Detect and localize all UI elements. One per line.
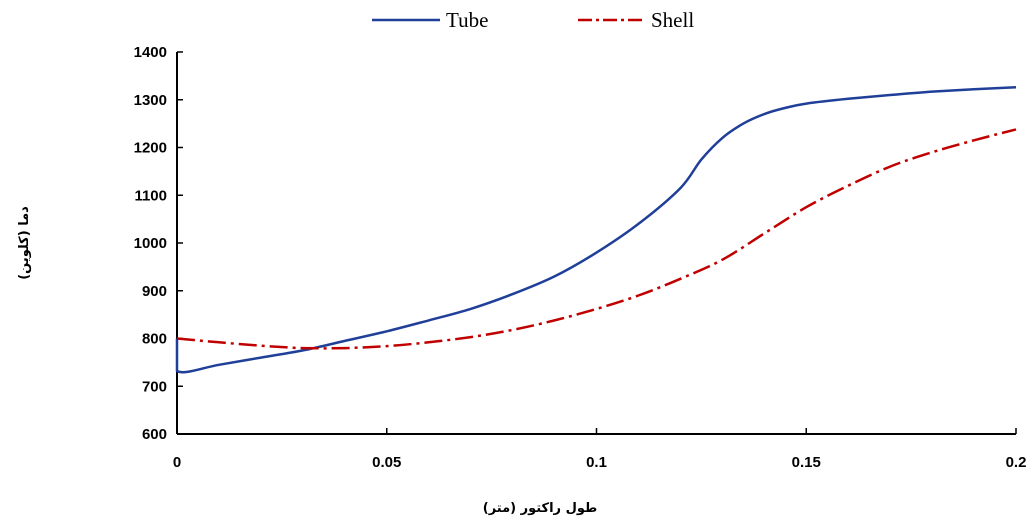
- legend-label-tube: Tube: [446, 8, 488, 32]
- y-tick-label: 1200: [134, 140, 167, 157]
- x-tick-label: 0.1: [586, 454, 607, 471]
- y-tick-label: 1000: [134, 235, 167, 252]
- y-tick-label: 800: [142, 331, 167, 348]
- y-tick-label: 600: [142, 426, 167, 443]
- chart-axes: [177, 52, 1016, 434]
- x-tick-label: 0.2: [1006, 454, 1027, 471]
- x-axis-title: طول راکتور (متر): [483, 501, 598, 516]
- series-line-shell: [177, 129, 1016, 348]
- y-tick-label: 900: [142, 283, 167, 300]
- y-axis-title: دما (کلوین): [17, 206, 32, 280]
- series-layer: [177, 87, 1016, 372]
- y-tick-label: 1100: [134, 187, 167, 204]
- axis-ticks: 600 700 800 900 1000 1100 1200 1300 1400 0 0.05 0.1…: [134, 44, 1027, 471]
- y-tick-label: 1400: [134, 44, 167, 61]
- x-tick-label: 0: [173, 454, 181, 471]
- series-line-tube: [177, 87, 1016, 372]
- x-tick-label: 0.05: [372, 454, 401, 471]
- chart-legend: Tube Shell: [372, 8, 694, 32]
- y-tick-label: 700: [142, 378, 167, 395]
- x-tick-label: 0.15: [792, 454, 821, 471]
- legend-label-shell: Shell: [651, 8, 694, 32]
- y-tick-label: 1300: [134, 92, 167, 109]
